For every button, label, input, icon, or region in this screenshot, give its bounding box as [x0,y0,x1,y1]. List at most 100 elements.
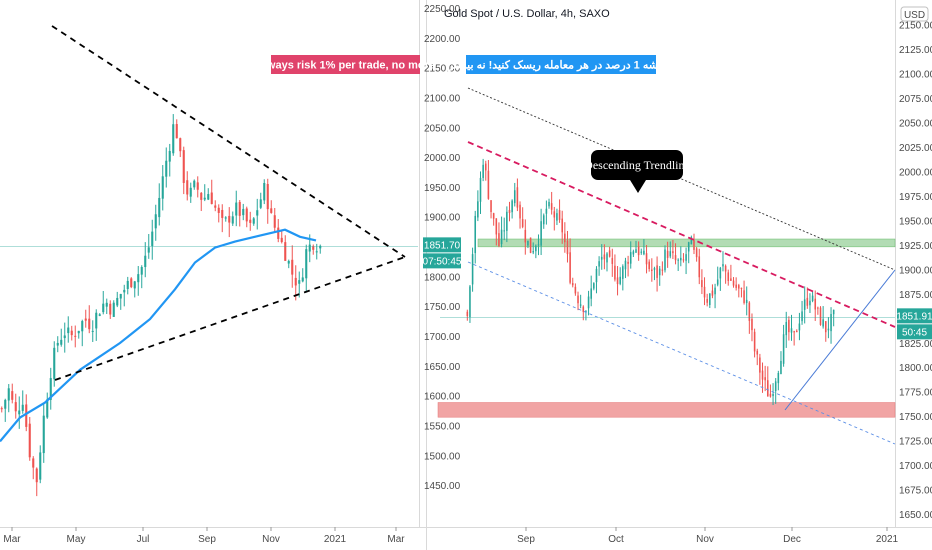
left-time-tick: Mar [387,534,405,545]
right-candle [651,269,653,271]
right-candle [598,261,600,267]
left-candle [105,302,108,307]
left-candle [56,342,59,346]
right-candle [682,259,685,261]
left-candle [319,245,322,249]
right-candle [516,187,519,208]
rising-trendline [784,269,896,411]
right-candle [632,251,635,255]
left-candle [168,150,171,162]
left-candle [308,244,311,252]
right-candle [693,240,695,250]
left-time-tick: Mar [3,534,21,545]
left-candle [88,318,91,330]
left-price-tick: 1700.00 [424,332,461,343]
right-candle [595,268,598,283]
right-candle [608,250,611,257]
left-time-tick: Nov [262,534,280,545]
right-price-tick: 2025.00 [899,143,932,154]
right-candle [532,251,535,253]
right-last-price-text: 1851.91 [896,311,932,322]
right-candle [556,213,558,221]
left-candle [287,260,290,264]
left-candle [224,217,227,219]
currency-label: USD [904,10,925,21]
upper-channel-line [467,87,896,271]
right-candle [545,208,548,214]
right-candle [640,251,643,253]
left-candle [172,124,175,154]
left-price-tick: 2250.00 [424,4,461,15]
right-candle [764,377,766,381]
right-candle [761,370,764,380]
left-time-tick: 2021 [324,534,347,545]
left-price-tick: 1800.00 [424,272,461,283]
left-candle [189,187,192,197]
right-candle [477,201,479,218]
right-candle [822,319,824,327]
right-candle [677,259,679,261]
right-candle [585,311,587,313]
left-countdown-text: 07:50:45 [423,256,462,267]
right-price-tick: 1800.00 [899,363,932,374]
right-countdown-tag [897,324,932,340]
right-candle [624,260,627,270]
left-candle [18,410,21,415]
left-candle [196,182,199,190]
left-candle [301,277,304,282]
left-price-tick: 2100.00 [424,93,461,104]
left-candle [175,124,178,139]
right-candle [793,331,795,333]
right-last-price-tag [897,308,932,324]
left-candle [277,227,280,239]
right-candle [827,328,830,331]
left-candle [21,404,24,411]
left-candle [312,246,315,250]
right-candle [738,285,740,289]
left-candle [35,468,38,483]
right-price-tick: 1700.00 [899,461,932,472]
right-candle [687,242,690,252]
left-candle [217,207,220,213]
right-candle [709,293,711,305]
right-candle [780,360,782,374]
left-candle [273,215,276,228]
right-candle [716,279,719,285]
left-time-tick: Sep [198,534,216,545]
right-candle [495,218,498,235]
right-candle [569,252,571,283]
right-candle [474,215,477,254]
right-candle [695,248,698,258]
left-candle [266,183,269,210]
right-candle [577,295,579,304]
right-candle [727,272,730,281]
right-candle [643,250,645,255]
left-candle [49,378,52,400]
currency-button[interactable] [900,6,929,22]
right-risk-banner [466,55,656,74]
right-candle [714,287,716,295]
right-candle [521,219,524,227]
left-candle [140,267,143,275]
right-candle [635,249,637,253]
right-candle [593,283,595,289]
demand-zone [437,402,896,418]
right-price-tick: 1975.00 [899,192,932,203]
right-candle [542,215,545,225]
left-candle [238,201,241,216]
left-candle [123,289,126,293]
left-candle [53,347,56,380]
left-candle [11,391,14,400]
right-candle [574,286,577,294]
left-candle [186,180,189,195]
right-countdown-text: 50:45 [902,327,927,338]
right-candle [582,306,585,312]
right-candle [772,393,774,397]
left-price-tick: 1950.00 [424,183,461,194]
right-candle [801,311,803,322]
right-candle [637,246,640,256]
right-candle [751,318,753,331]
left-candle [158,197,161,218]
right-candle [508,209,511,214]
